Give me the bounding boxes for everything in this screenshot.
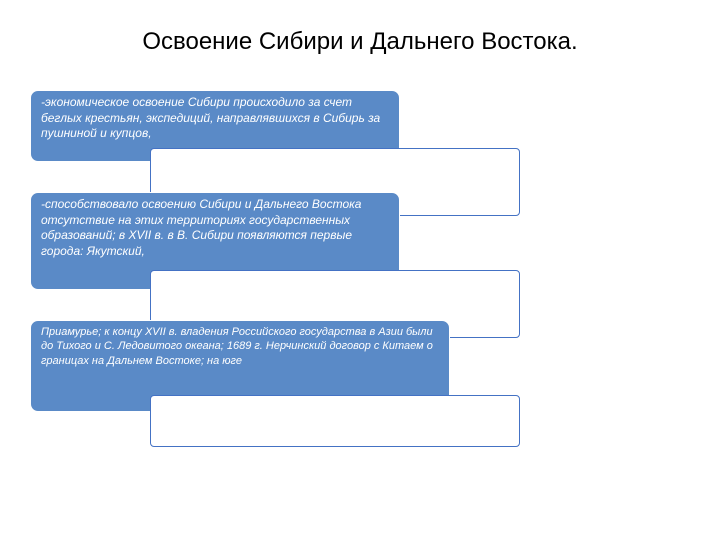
blue-card-1-text: -экономическое освоение Сибири происходи…	[41, 95, 380, 140]
white-card-3	[150, 395, 520, 447]
page-title: Освоение Сибири и Дальнего Востока.	[70, 28, 650, 56]
blue-card-3-text: Приамурье; к концу XVII в. владения Росс…	[41, 326, 433, 367]
blue-card-2-text: -способствовало освоению Сибири и Дальне…	[41, 197, 361, 258]
